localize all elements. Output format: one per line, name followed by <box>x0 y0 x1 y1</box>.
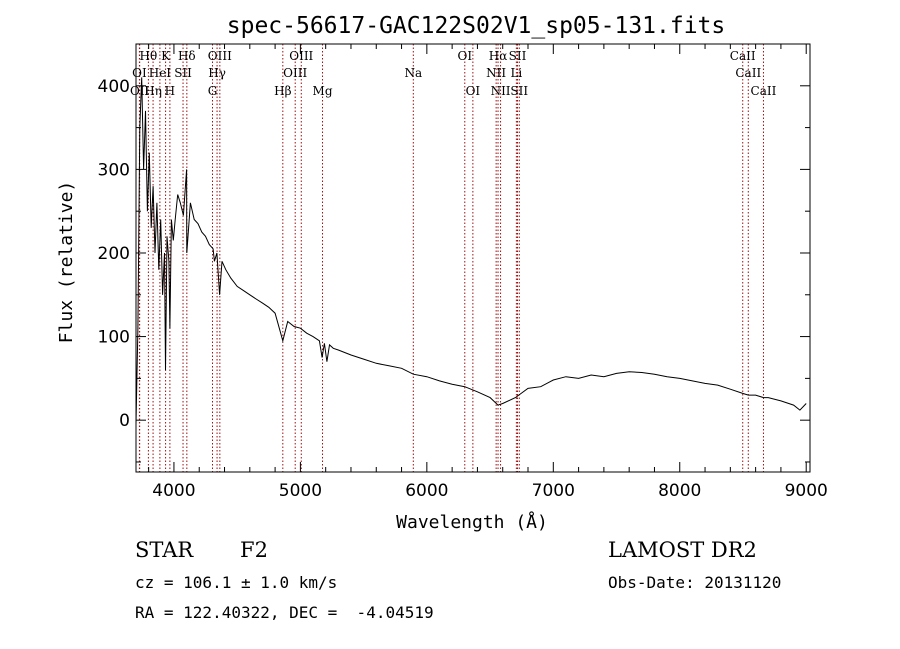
spectral-line-label: OIII <box>283 66 307 80</box>
x-tick-label: 7000 <box>532 481 575 501</box>
spectral-line-label: OIII <box>208 49 232 63</box>
y-tick-label: 300 <box>98 160 130 180</box>
spectral-line-label: Hδ <box>178 49 196 63</box>
x-tick-label: 4000 <box>152 481 195 501</box>
spectral-line-label: OII <box>130 84 150 98</box>
coordinates-text: RA = 122.40322, DEC = -4.04519 <box>135 603 434 622</box>
y-tick-label: 0 <box>119 411 130 431</box>
plot-frame <box>135 43 811 473</box>
spectral-line-label: Na <box>404 66 422 80</box>
chart-title: spec-56617-GAC122S02V1_sp05-131.fits <box>227 13 726 39</box>
spectral-line-label: Hβ <box>274 84 291 98</box>
spectral-line-label: K <box>161 49 171 63</box>
spectral-line-label: OI <box>466 84 481 98</box>
spectral-line-label: OIII <box>289 49 313 63</box>
spectral-line-label: Hθ <box>140 49 158 63</box>
spectral-line-label: Hγ <box>208 66 226 80</box>
spectral-line-label: OI <box>457 49 472 63</box>
spectral-line-label: Hα <box>489 49 508 63</box>
spectral-line-label: Mg <box>313 84 333 98</box>
x-axis-label: Wavelength (Å) <box>396 511 548 533</box>
object-subclass: F2 <box>240 538 268 562</box>
spectral-line-label: NII <box>486 66 506 80</box>
x-tick-label: 6000 <box>405 481 448 501</box>
spectral-line-label: H <box>165 84 175 98</box>
y-axis-label: Flux (relative) <box>56 181 77 344</box>
spectral-line-markers <box>138 44 764 472</box>
spectrum-line <box>135 77 807 425</box>
obs-date-text: Obs-Date: 20131120 <box>608 573 782 592</box>
y-axis-ticks: 0 100 200 300 400 <box>98 43 810 463</box>
x-tick-label: 9000 <box>785 481 828 501</box>
spectral-line-label: CaII <box>730 49 756 63</box>
spectral-line-label: CaII <box>735 66 761 80</box>
spectral-line-label: SII <box>509 49 527 63</box>
x-axis-ticks: 4000 5000 6000 7000 8000 9000 <box>148 44 828 501</box>
redshift-text: cz = 106.1 ± 1.0 km/s <box>135 573 338 592</box>
y-tick-label: 200 <box>98 244 130 264</box>
spectral-line-label: Li <box>510 66 522 80</box>
survey-name: LAMOST DR2 <box>608 538 757 562</box>
x-tick-label: 8000 <box>658 481 701 501</box>
spectral-line-label: SII <box>174 66 192 80</box>
spectral-line-label: NII <box>491 84 511 98</box>
spectral-line-label: CaII <box>751 84 777 98</box>
spectral-line-label: G <box>208 84 218 98</box>
y-tick-label: 400 <box>98 77 130 97</box>
y-tick-label: 100 <box>98 328 130 348</box>
spectral-line-label: OI <box>132 66 147 80</box>
spectral-line-label: Hη <box>144 84 162 98</box>
spectral-line-label: HeI <box>149 66 172 80</box>
spectral-line-label: SII <box>510 84 528 98</box>
x-tick-label: 5000 <box>279 481 322 501</box>
object-class: STAR <box>135 538 194 562</box>
